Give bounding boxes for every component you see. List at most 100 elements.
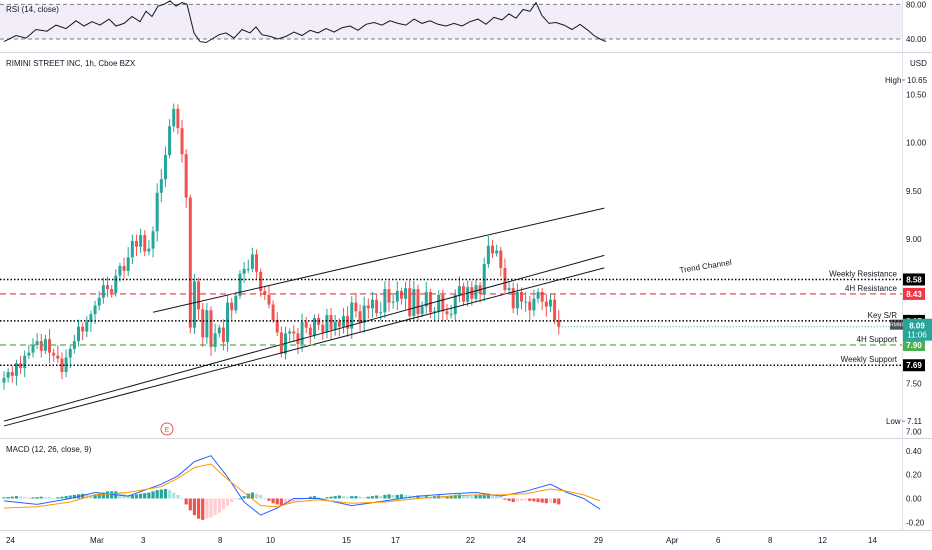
macd-histogram-bar[interactable] [130, 494, 134, 499]
macd-histogram-bar[interactable] [478, 494, 482, 499]
rsi-line[interactable] [3, 0, 607, 44]
macd-title[interactable]: MACD (12, 26, close, 9) [6, 445, 92, 454]
macd-histogram-bar[interactable] [486, 493, 490, 499]
candle-body[interactable] [60, 358, 64, 372]
candle-body[interactable] [395, 291, 399, 302]
candle-body[interactable] [180, 128, 184, 155]
macd-histogram-bar[interactable] [466, 495, 470, 499]
macd-histogram-bar[interactable] [85, 493, 89, 499]
macd-histogram-bar[interactable] [519, 498, 524, 501]
macd-histogram-bar[interactable] [43, 497, 47, 499]
candle-body[interactable] [134, 240, 138, 247]
candle-body[interactable] [548, 299, 552, 307]
candle-body[interactable] [64, 357, 68, 372]
macd-histogram-bar[interactable] [238, 498, 242, 500]
candle-body[interactable] [101, 285, 105, 298]
macd-histogram-bar[interactable] [366, 496, 370, 499]
macd-histogram-bar[interactable] [184, 498, 188, 505]
candle-body[interactable] [6, 371, 10, 378]
macd-histogram-bar[interactable] [528, 498, 532, 501]
candle-body[interactable] [441, 294, 445, 312]
macd-histogram-bar[interactable] [97, 493, 101, 499]
candle-body[interactable] [139, 235, 143, 247]
candle-body[interactable] [337, 321, 341, 327]
macd-histogram-bar[interactable] [188, 498, 192, 511]
macd-histogram-bar[interactable] [267, 498, 271, 501]
candle-body[interactable] [370, 299, 374, 309]
high-value[interactable]: 10.65 [907, 76, 928, 85]
macd-histogram-bar[interactable] [192, 498, 197, 516]
macd-histogram-bar[interactable] [23, 497, 27, 499]
candle-body[interactable] [267, 294, 271, 305]
candle-body[interactable] [197, 281, 201, 310]
macd-histogram-bar[interactable] [168, 490, 172, 499]
macd-histogram-bar[interactable] [524, 498, 528, 501]
candle-body[interactable] [387, 289, 391, 303]
candle-body[interactable] [416, 289, 420, 315]
macd-histogram-bar[interactable] [31, 497, 35, 499]
macd-histogram-bar[interactable] [532, 498, 536, 502]
candle-body[interactable] [192, 281, 196, 328]
current-price-value[interactable]: 8.09 [909, 322, 925, 331]
macd-histogram-bar[interactable] [35, 497, 39, 499]
macd-histogram-bar[interactable] [221, 498, 226, 510]
macd-histogram-bar[interactable] [172, 492, 176, 499]
macd-histogram-bar[interactable] [263, 498, 267, 500]
macd-histogram-bar[interactable] [387, 494, 391, 499]
macd-histogram-bar[interactable] [379, 496, 383, 499]
macd-histogram-bar[interactable] [275, 498, 279, 505]
macd-histogram-bar[interactable] [151, 491, 155, 499]
macd-histogram-bar[interactable] [337, 495, 341, 499]
candle-body[interactable] [48, 339, 52, 353]
rsi-pane[interactable]: 80.00 40.00 [0, 0, 927, 44]
candle-body[interactable] [151, 231, 155, 249]
macd-histogram-bar[interactable] [325, 497, 329, 499]
macd-histogram-bar[interactable] [209, 498, 213, 518]
candle-body[interactable] [56, 355, 60, 359]
level-label[interactable]: 4H Support [857, 335, 898, 344]
macd-histogram-bar[interactable] [259, 494, 263, 499]
level-label[interactable]: Key S/R [868, 311, 898, 320]
macd-histogram-bar[interactable] [292, 498, 296, 503]
macd-histogram-bar[interactable] [47, 497, 52, 499]
candle-body[interactable] [383, 289, 387, 313]
macd-histogram-bar[interactable] [507, 498, 511, 501]
level-price-value[interactable]: 7.69 [906, 361, 922, 370]
level-price-tag[interactable] [903, 287, 925, 300]
candle-body[interactable] [524, 301, 528, 303]
candle-body[interactable] [217, 327, 221, 334]
candle-body[interactable] [296, 333, 300, 345]
macd-histogram-bar[interactable] [482, 494, 486, 499]
macd-histogram-bar[interactable] [2, 497, 6, 499]
macd-histogram-bar[interactable] [279, 498, 283, 506]
rsi-title[interactable]: RSI (14, close) [6, 5, 59, 14]
macd-histogram-bar[interactable] [134, 494, 139, 499]
symbol-chip-label[interactable]: RMNI [890, 323, 903, 329]
macd-histogram-bar[interactable] [375, 495, 379, 499]
high-label[interactable]: High [885, 76, 901, 85]
macd-histogram-bar[interactable] [225, 498, 230, 506]
candle-body[interactable] [507, 288, 511, 291]
macd-histogram-bar[interactable] [457, 494, 461, 499]
candle-body[interactable] [35, 341, 39, 346]
macd-histogram-bar[interactable] [296, 498, 300, 501]
macd-histogram-bar[interactable] [18, 496, 23, 499]
macd-histogram-bar[interactable] [499, 497, 503, 499]
macd-histogram-bar[interactable] [250, 492, 254, 499]
candle-body[interactable] [114, 275, 118, 293]
currency-label[interactable]: USD [910, 59, 927, 68]
candle-body[interactable] [375, 299, 379, 314]
candle-body[interactable] [234, 295, 238, 311]
macd-histogram-bar[interactable] [176, 494, 180, 499]
candle-body[interactable] [143, 235, 147, 252]
macd-histogram-bar[interactable] [474, 495, 478, 499]
macd-histogram-bar[interactable] [391, 494, 395, 499]
candle-body[interactable] [457, 286, 461, 295]
candle-body[interactable] [544, 301, 548, 307]
low-label[interactable]: Low [886, 417, 901, 426]
candle-body[interactable] [491, 245, 495, 254]
macd-histogram-bar[interactable] [395, 494, 399, 499]
macd-histogram-bar[interactable] [14, 496, 19, 499]
macd-histogram-bar[interactable] [242, 496, 246, 499]
candle-body[interactable] [532, 298, 536, 311]
